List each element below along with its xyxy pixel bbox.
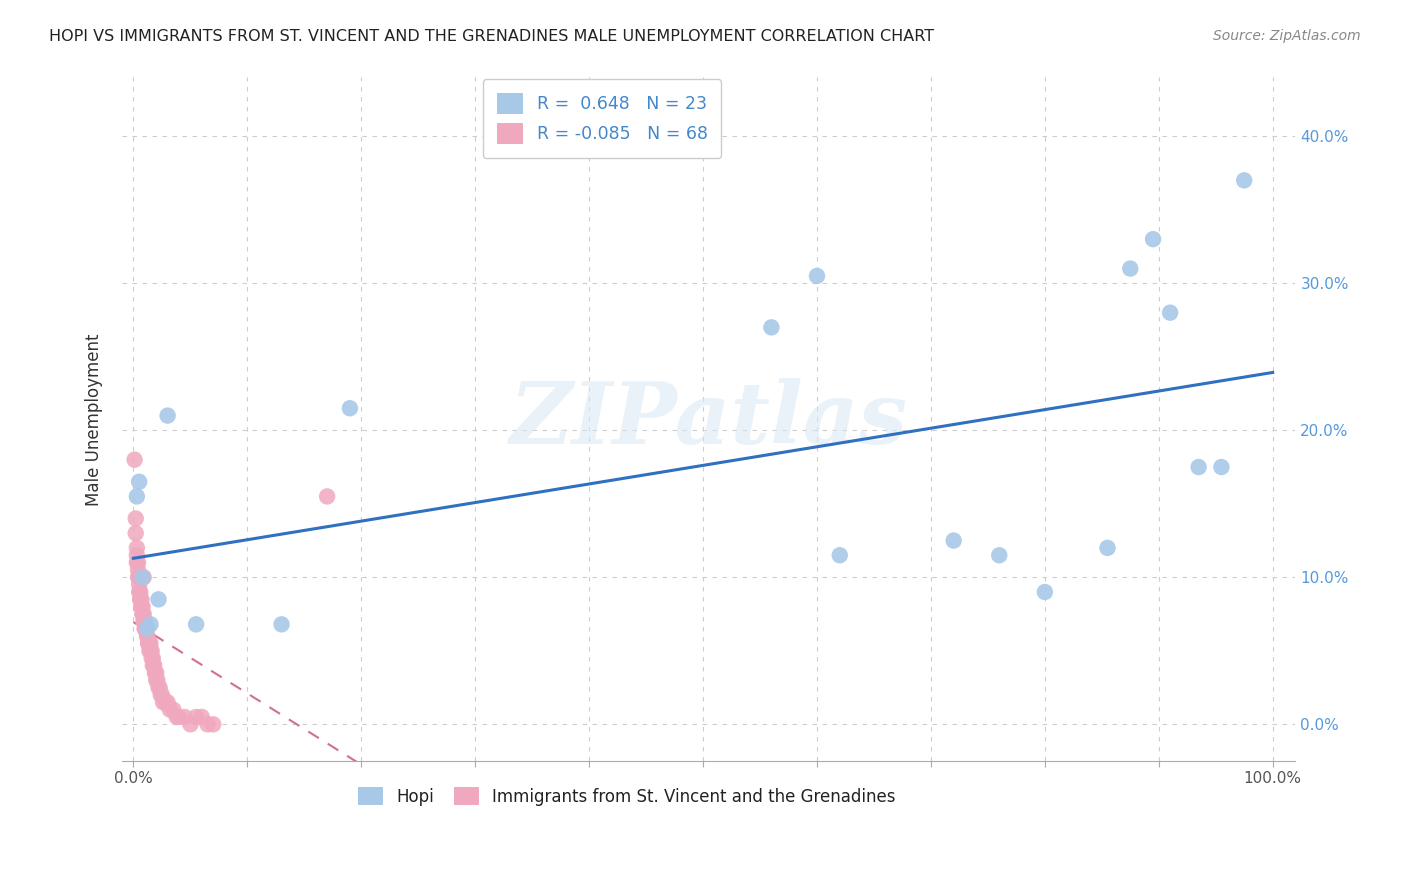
Point: [1033, 585, 1056, 599]
Point: [136, 629, 159, 643]
Point: [173, 710, 195, 724]
Point: [136, 636, 159, 650]
Point: [149, 688, 172, 702]
Point: [184, 710, 207, 724]
Point: [162, 703, 184, 717]
Y-axis label: Male Unemployment: Male Unemployment: [86, 333, 103, 506]
Point: [156, 409, 179, 423]
Point: [132, 570, 155, 584]
Point: [131, 599, 153, 614]
Point: [988, 548, 1011, 562]
Point: [159, 703, 181, 717]
Point: [125, 511, 148, 525]
Point: [1233, 173, 1256, 187]
Text: ZIPatlas: ZIPatlas: [510, 377, 908, 461]
Point: [127, 556, 149, 570]
Point: [134, 622, 156, 636]
Point: [132, 615, 155, 629]
Point: [131, 599, 153, 614]
Point: [156, 695, 179, 709]
Point: [184, 617, 207, 632]
Point: [125, 526, 148, 541]
Point: [761, 320, 783, 334]
Point: [125, 556, 148, 570]
Point: [1142, 232, 1164, 246]
Point: [197, 717, 219, 731]
Point: [131, 607, 153, 621]
Point: [132, 615, 155, 629]
Point: [148, 681, 170, 695]
Point: [191, 710, 214, 724]
Point: [179, 717, 201, 731]
Point: [134, 615, 156, 629]
Point: [270, 617, 292, 632]
Point: [316, 490, 339, 504]
Point: [142, 651, 165, 665]
Point: [145, 665, 167, 680]
Point: [942, 533, 965, 548]
Point: [138, 636, 160, 650]
Point: [1097, 541, 1119, 555]
Point: [128, 585, 150, 599]
Text: Source: ZipAtlas.com: Source: ZipAtlas.com: [1213, 29, 1361, 43]
Point: [143, 665, 166, 680]
Point: [166, 710, 188, 724]
Point: [125, 490, 148, 504]
Legend: Hopi, Immigrants from St. Vincent and the Grenadines: Hopi, Immigrants from St. Vincent and th…: [349, 779, 904, 814]
Point: [202, 717, 225, 731]
Point: [131, 599, 153, 614]
Text: HOPI VS IMMIGRANTS FROM ST. VINCENT AND THE GRENADINES MALE UNEMPLOYMENT CORRELA: HOPI VS IMMIGRANTS FROM ST. VINCENT AND …: [49, 29, 935, 44]
Point: [136, 636, 159, 650]
Point: [1159, 306, 1181, 320]
Point: [131, 570, 153, 584]
Point: [142, 658, 165, 673]
Point: [828, 548, 851, 562]
Point: [129, 592, 152, 607]
Point: [131, 570, 153, 584]
Point: [149, 681, 172, 695]
Point: [148, 592, 170, 607]
Point: [806, 268, 828, 283]
Point: [150, 688, 173, 702]
Point: [142, 658, 165, 673]
Point: [1211, 460, 1233, 475]
Point: [1188, 460, 1211, 475]
Point: [136, 622, 159, 636]
Point: [167, 710, 190, 724]
Point: [131, 607, 153, 621]
Point: [1119, 261, 1142, 276]
Point: [134, 622, 156, 636]
Point: [138, 644, 160, 658]
Point: [139, 617, 162, 632]
Point: [141, 651, 163, 665]
Point: [127, 563, 149, 577]
Point: [139, 644, 162, 658]
Point: [146, 673, 169, 688]
Point: [125, 541, 148, 555]
Point: [136, 629, 159, 643]
Point: [152, 695, 174, 709]
Point: [143, 665, 166, 680]
Point: [127, 570, 149, 584]
Point: [139, 636, 162, 650]
Point: [135, 622, 157, 636]
Point: [131, 592, 153, 607]
Point: [128, 570, 150, 584]
Point: [339, 401, 361, 416]
Point: [124, 452, 146, 467]
Point: [129, 585, 152, 599]
Point: [141, 644, 163, 658]
Point: [142, 658, 165, 673]
Point: [125, 548, 148, 562]
Point: [155, 695, 177, 709]
Point: [145, 673, 167, 688]
Point: [128, 475, 150, 489]
Point: [129, 592, 152, 607]
Point: [135, 622, 157, 636]
Point: [132, 607, 155, 621]
Point: [128, 577, 150, 591]
